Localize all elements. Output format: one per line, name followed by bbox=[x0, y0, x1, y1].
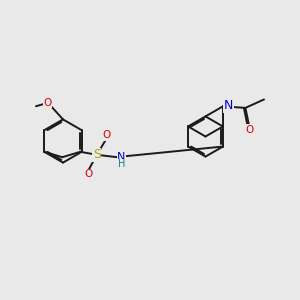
Text: O: O bbox=[85, 169, 93, 179]
Text: O: O bbox=[102, 130, 110, 140]
Text: H: H bbox=[118, 159, 125, 169]
Text: N: N bbox=[224, 99, 233, 112]
Text: O: O bbox=[245, 125, 254, 135]
Text: S: S bbox=[93, 148, 101, 161]
Text: O: O bbox=[44, 98, 52, 108]
Text: N: N bbox=[117, 152, 126, 162]
